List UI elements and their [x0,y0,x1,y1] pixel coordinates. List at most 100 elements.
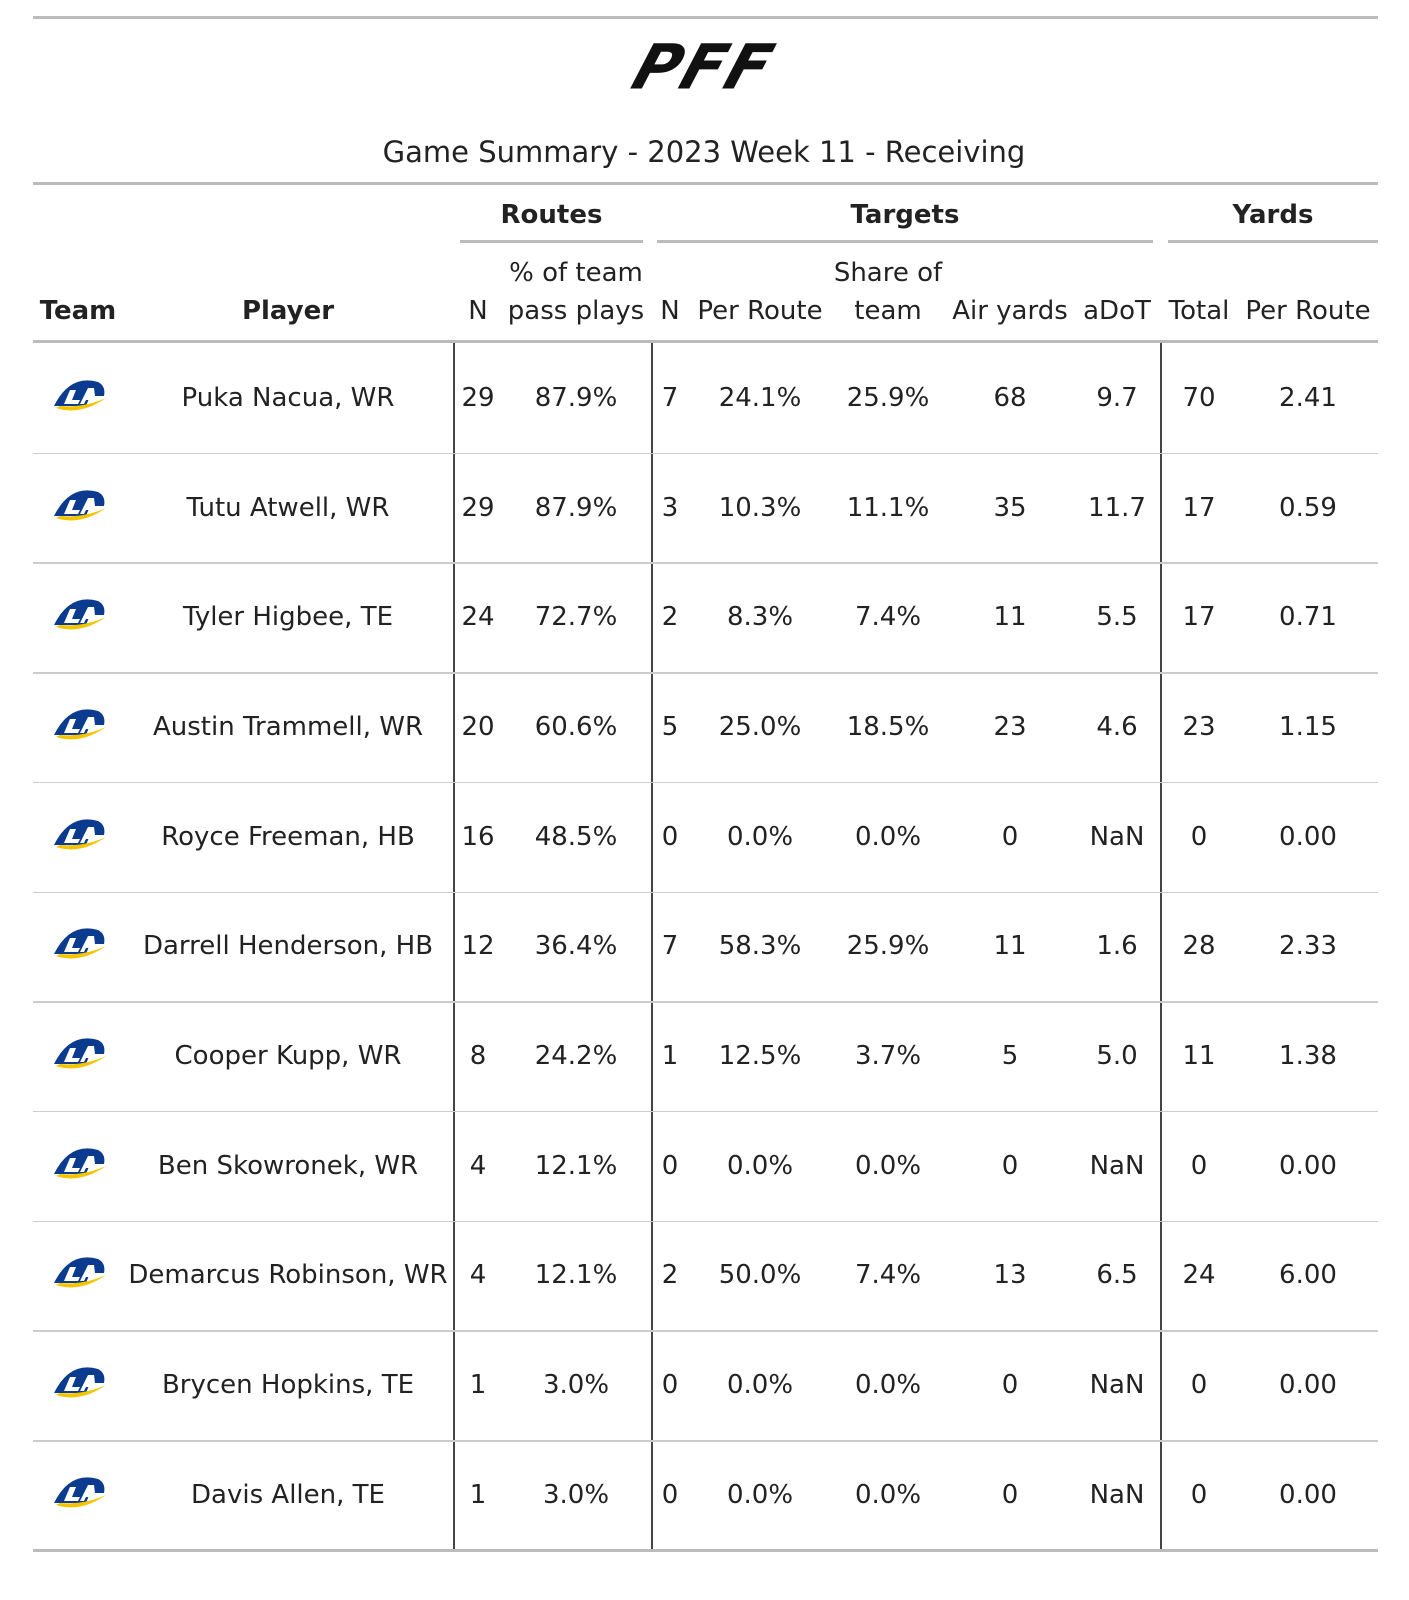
stat-cell: 11 [993,602,1027,633]
rule [33,182,1378,185]
row-divider [33,672,1378,674]
stat-cell: 7 [661,382,679,413]
stat-cell: 0 [661,1150,679,1181]
player-name: Cooper Kupp, WR [174,1041,402,1072]
stat-cell: 5.0 [1096,1041,1138,1072]
player-name: Royce Freeman, HB [161,821,415,852]
stat-cell: 2 [661,1260,679,1291]
stat-cell: 23 [1182,711,1216,742]
column-header: N [468,296,488,326]
stat-cell: 1.38 [1279,1041,1337,1072]
group-header: Yards [1232,200,1314,230]
stat-cell: 5 [1001,1041,1019,1072]
stat-cell: 1.15 [1279,711,1337,742]
player-name: Puka Nacua, WR [181,382,395,413]
stat-cell: 29 [461,382,495,413]
stat-cell: 0 [1001,1150,1019,1181]
player-name: Darrell Henderson, HB [142,931,434,962]
stat-cell: 0.0% [854,1479,922,1510]
stat-cell: 35 [993,492,1027,523]
title: Game Summary - 2023 Week 11 - Receiving [382,135,1026,169]
stat-cell: 0 [1190,821,1208,852]
stat-cell: 60.6% [534,711,618,742]
stat-cell: 9.7 [1096,382,1138,413]
stat-cell: 16 [461,821,495,852]
stat-cell: 0.0% [726,1370,794,1401]
player-name: Austin Trammell, WR [152,711,424,742]
team-logo [50,595,108,631]
stat-cell: 58.3% [718,931,802,962]
stat-cell: 11 [993,931,1027,962]
stat-cell: 0.0% [726,821,794,852]
group-underline [1168,240,1378,243]
group-underline [460,240,643,243]
stat-cell: 25.9% [846,931,930,962]
stat-cell: 2.33 [1279,931,1337,962]
stat-cell: 2 [661,602,679,633]
stat-cell: 24.1% [718,382,802,413]
column-divider [1160,343,1162,1549]
stat-cell: 1 [661,1041,679,1072]
stat-cell: 6.00 [1279,1260,1337,1291]
stat-cell: 0 [1190,1370,1208,1401]
stat-cell: 70 [1182,382,1216,413]
stat-cell: 0 [1001,1479,1019,1510]
stat-cell: 17 [1182,602,1216,633]
stat-cell: 72.7% [534,602,618,633]
row-divider [33,1220,1378,1223]
row-divider [33,1440,1378,1442]
team-logo [50,1034,108,1070]
team-logo [50,486,108,522]
column-header: Player [241,296,335,326]
player-name: Tutu Atwell, WR [186,492,390,523]
row-divider [33,1001,1378,1003]
player-name: Brycen Hopkins, TE [161,1370,415,1401]
stat-cell: 28 [1182,931,1216,962]
stat-cell: 3.0% [542,1479,610,1510]
row-divider [33,452,1378,455]
stat-cell: 0.0% [854,821,922,852]
stat-cell: 0.59 [1279,492,1337,523]
column-header: Share of team [833,258,943,326]
stat-cell: 0.0% [854,1150,922,1181]
stat-cell: 0.00 [1279,1479,1337,1510]
stat-cell: 13 [993,1260,1027,1291]
stat-cell: 3.7% [854,1041,922,1072]
column-divider [651,343,653,1549]
stat-cell: 0 [661,1370,679,1401]
stat-cell: 24 [1182,1260,1216,1291]
column-header: N [660,296,680,326]
stat-cell: 1 [469,1479,487,1510]
stat-cell: 0 [661,1479,679,1510]
stat-cell: 8.3% [726,602,794,633]
top-rule [33,16,1378,19]
column-header: Per Route [697,296,823,326]
player-name: Ben Skowronek, WR [157,1150,419,1181]
stat-cell: 68 [993,382,1027,413]
stat-cell: 7.4% [854,602,922,633]
stat-cell: 10.3% [718,492,802,523]
row-divider [33,1110,1378,1113]
stat-cell: 12.1% [534,1150,618,1181]
logo: PFF [624,30,784,104]
row-divider [33,1330,1378,1332]
team-logo [50,705,108,741]
stat-cell: 11.7 [1088,492,1146,523]
stat-cell: NaN [1089,821,1145,852]
stat-cell: 18.5% [846,711,930,742]
column-header: % of team pass plays [507,258,645,326]
stat-cell: 1 [469,1370,487,1401]
stat-cell: 5.5 [1096,602,1138,633]
stat-cell: 50.0% [718,1260,802,1291]
stat-cell: 4.6 [1096,711,1138,742]
row-divider [33,562,1378,564]
row-divider [33,781,1378,784]
stat-cell: 6.5 [1096,1260,1138,1291]
stat-cell: 11.1% [846,492,930,523]
stat-cell: 0 [1001,821,1019,852]
stat-cell: 25.9% [846,382,930,413]
column-header: Per Route [1245,296,1371,326]
stat-cell: 0.00 [1279,821,1337,852]
group-header: Targets [850,200,960,230]
